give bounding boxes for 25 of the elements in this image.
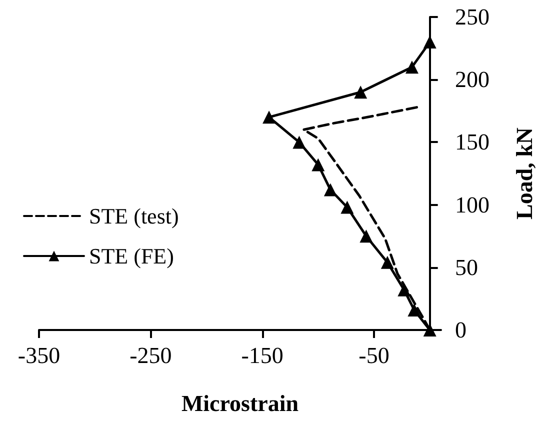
point xyxy=(354,86,368,99)
y-tick-label: 100 xyxy=(455,192,490,218)
point xyxy=(262,110,276,124)
point xyxy=(380,256,394,269)
x-tick-label: -350 xyxy=(18,343,60,368)
y-axis-title: Load, kN xyxy=(512,127,537,220)
point xyxy=(360,230,373,243)
y-tick-label: 0 xyxy=(455,318,466,342)
point xyxy=(423,36,436,49)
y-tick-label: 250 xyxy=(455,4,490,30)
legend-label: STE (FE) xyxy=(89,244,174,268)
y-tick-label: 50 xyxy=(455,254,478,280)
legend-label: STE (test) xyxy=(89,204,179,228)
point xyxy=(312,158,325,172)
point xyxy=(405,60,418,74)
point xyxy=(340,200,354,214)
x-tick-label: -50 xyxy=(358,343,390,368)
x-tick-label: -150 xyxy=(241,343,284,368)
x-axis-title: Microstrain xyxy=(181,391,299,416)
x-tick-label: -250 xyxy=(130,343,172,368)
y-tick-label: 150 xyxy=(455,130,490,155)
point xyxy=(408,303,421,316)
point xyxy=(292,136,306,149)
point xyxy=(324,183,337,196)
y-tick-label: 200 xyxy=(455,67,490,92)
